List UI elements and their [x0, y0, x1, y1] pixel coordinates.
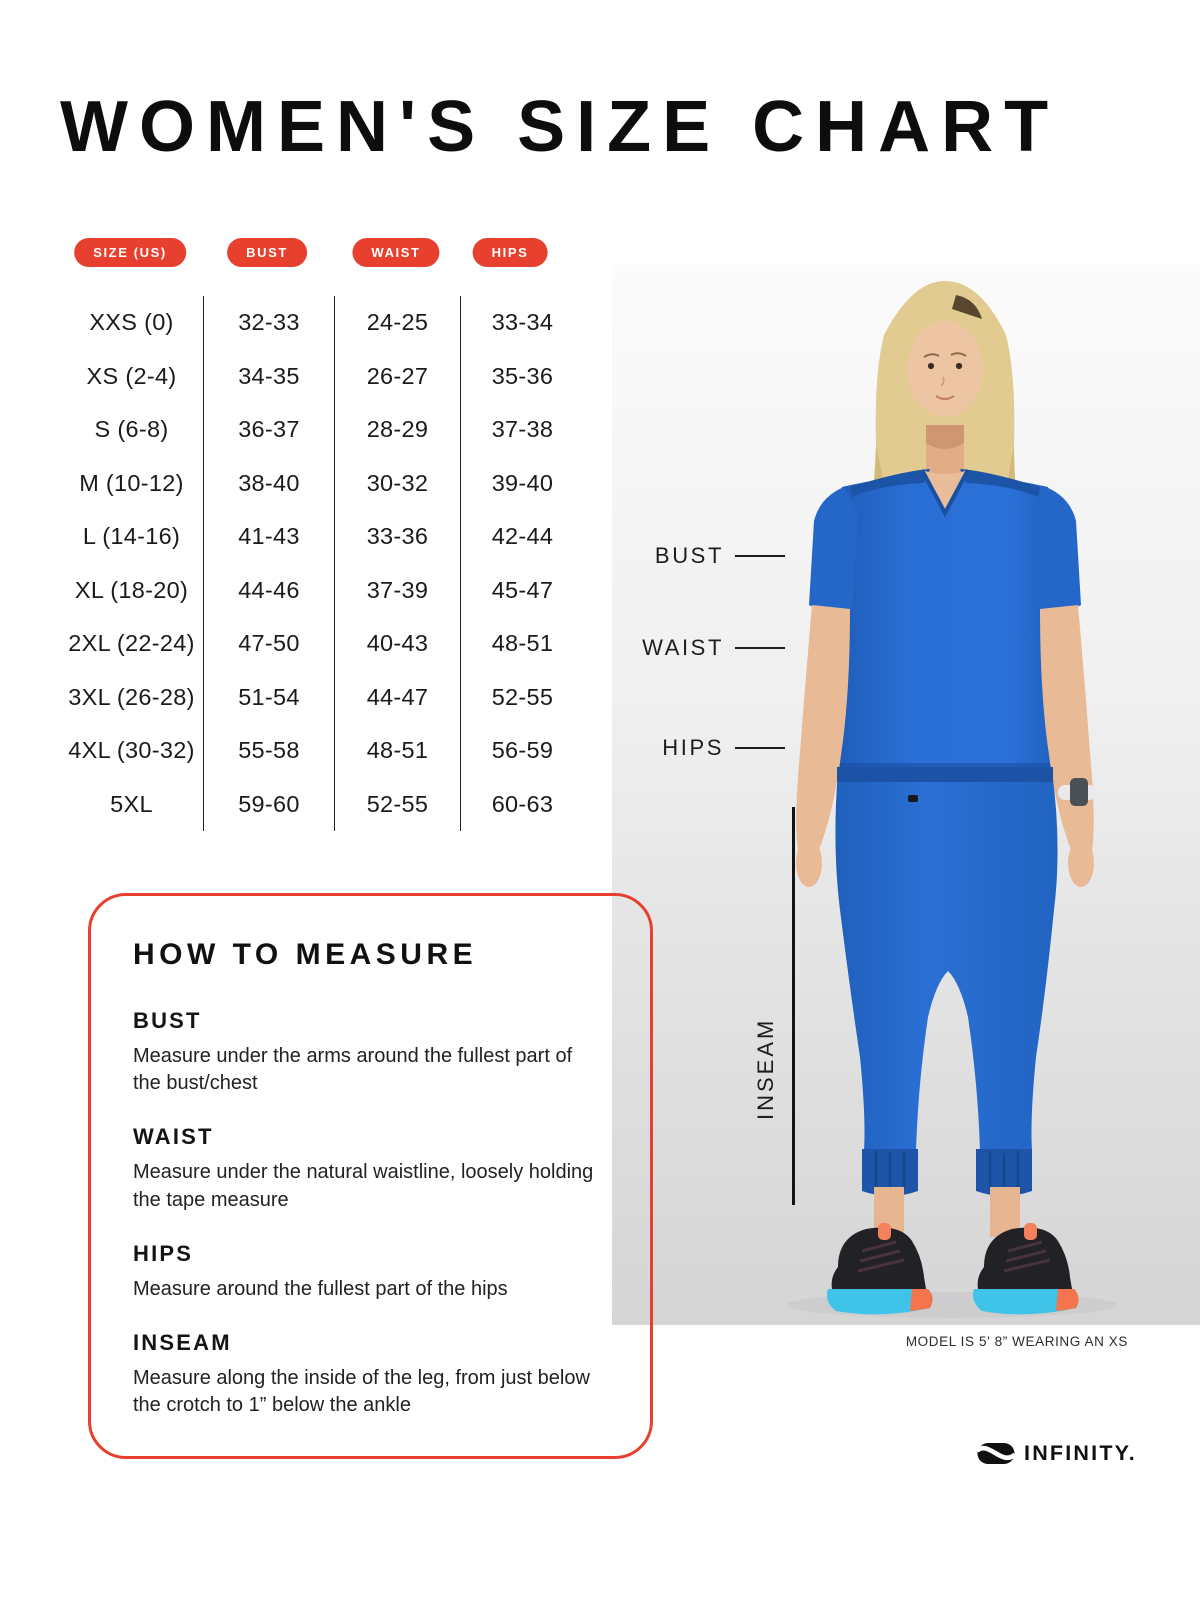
hips-callout-line: [735, 747, 785, 749]
infinity-icon: [977, 1443, 1016, 1464]
size-cell: S (6-8): [94, 416, 169, 443]
waist-cell: 37-39: [366, 576, 429, 603]
hips-callout: HIPS: [612, 734, 785, 762]
model-photo: BUST WAIST HIPS INSEAM: [612, 265, 1200, 1325]
waist-cell: 33-36: [366, 523, 429, 550]
waist-column: 24-25 26-27 28-29 30-32 33-36 37-39 40-4…: [334, 296, 460, 831]
waist-cell: 52-55: [366, 790, 429, 817]
hips-cell: 35-36: [491, 362, 554, 389]
waist-callout: WAIST: [612, 634, 785, 662]
size-cell: XS (2-4): [86, 362, 177, 389]
waist-callout-label: WAIST: [642, 635, 724, 660]
how-to-measure-box: HOW TO MEASURE BUST Measure under the ar…: [88, 893, 653, 1459]
header-pill-size: SIZE (US): [74, 238, 186, 267]
measure-section-inseam: INSEAM Measure along the inside of the l…: [133, 1330, 650, 1419]
bust-column: 32-33 34-35 36-37 38-40 41-43 44-46 47-5…: [203, 296, 334, 831]
model-caption: MODEL IS 5' 8” WEARING AN XS: [905, 1334, 1128, 1349]
measure-section-hips: HIPS Measure around the fullest part of …: [133, 1241, 650, 1303]
model-illustration: [787, 281, 1117, 1318]
size-cell: XXS (0): [89, 309, 174, 336]
bust-cell: 47-50: [238, 630, 300, 657]
page-title: WOMEN'S SIZE CHART: [60, 87, 1060, 167]
brand-wordmark: INFINITY.: [1024, 1441, 1137, 1465]
bust-cell: 34-35: [238, 362, 300, 389]
measure-section-bust: BUST Measure under the arms around the f…: [133, 1008, 650, 1097]
size-cell: M (10-12): [79, 469, 184, 496]
waist-cell: 28-29: [366, 416, 429, 443]
bust-callout-line: [735, 555, 785, 557]
size-cell: 3XL (26-28): [68, 683, 195, 710]
measure-section-text: Measure under the arms around the fulles…: [133, 1045, 573, 1095]
waist-callout-line: [735, 647, 785, 649]
how-to-measure-heading: HOW TO MEASURE: [133, 938, 478, 971]
measure-section-label: BUST: [133, 1008, 202, 1033]
measure-section-label: WAIST: [133, 1124, 214, 1150]
waist-cell: 48-51: [366, 737, 429, 764]
hips-cell: 60-63: [491, 790, 554, 817]
hips-cell: 39-40: [491, 469, 554, 496]
hips-column: 33-34 35-36 37-38 39-40 42-44 45-47 48-5…: [460, 296, 584, 831]
waist-cell: 44-47: [366, 683, 429, 710]
header-pill-waist: WAIST: [352, 238, 440, 267]
brand-logo: INFINITY.: [977, 1441, 1137, 1466]
bust-cell: 32-33: [238, 309, 300, 336]
size-cell: 2XL (22-24): [68, 630, 195, 657]
waist-cell: 24-25: [366, 309, 429, 336]
measure-section-label: HIPS: [133, 1240, 194, 1266]
size-table: XXS (0) XS (2-4) S (6-8) M (10-12) L (14…: [60, 296, 584, 831]
bust-cell: 59-60: [238, 790, 300, 817]
waist-cell: 26-27: [366, 362, 429, 389]
hips-callout-label: HIPS: [662, 735, 724, 760]
bust-cell: 44-46: [238, 576, 300, 603]
hips-cell: 42-44: [491, 523, 554, 550]
waist-cell: 40-43: [366, 630, 429, 657]
hips-cell: 45-47: [491, 576, 554, 603]
hips-cell: 37-38: [491, 416, 554, 443]
bust-cell: 55-58: [238, 737, 300, 764]
hips-cell: 52-55: [491, 683, 554, 710]
bust-cell: 38-40: [238, 469, 300, 496]
measure-section-text: Measure around the fullest part of the h…: [133, 1277, 508, 1300]
header-pill-bust: BUST: [227, 238, 307, 267]
size-cell: XL (18-20): [74, 576, 189, 603]
hips-cell: 48-51: [491, 630, 554, 657]
bust-callout: BUST: [612, 542, 785, 570]
measure-section-label: INSEAM: [133, 1329, 232, 1355]
inseam-callout-label: INSEAM: [753, 1017, 778, 1120]
measure-section-waist: WAIST Measure under the natural waistlin…: [133, 1124, 650, 1213]
measure-section-text: Measure along the inside of the leg, fro…: [133, 1366, 590, 1417]
size-cell: L (14-16): [82, 523, 181, 550]
hips-cell: 33-34: [491, 309, 554, 336]
size-table-header: SIZE (US) BUST WAIST HIPS: [60, 238, 582, 268]
bust-cell: 51-54: [238, 683, 300, 710]
header-pill-hips: HIPS: [472, 238, 548, 267]
bust-cell: 36-37: [238, 416, 300, 443]
bust-cell: 41-43: [238, 523, 300, 550]
waist-cell: 30-32: [366, 469, 429, 496]
measure-section-text: Measure under the natural waistline, loo…: [133, 1161, 594, 1211]
inseam-callout-line: [792, 807, 795, 1205]
hips-cell: 56-59: [491, 737, 554, 764]
size-column: XXS (0) XS (2-4) S (6-8) M (10-12) L (14…: [60, 296, 203, 831]
size-cell: 5XL: [110, 790, 153, 817]
size-cell: 4XL (30-32): [68, 737, 195, 764]
bust-callout-label: BUST: [654, 543, 724, 568]
